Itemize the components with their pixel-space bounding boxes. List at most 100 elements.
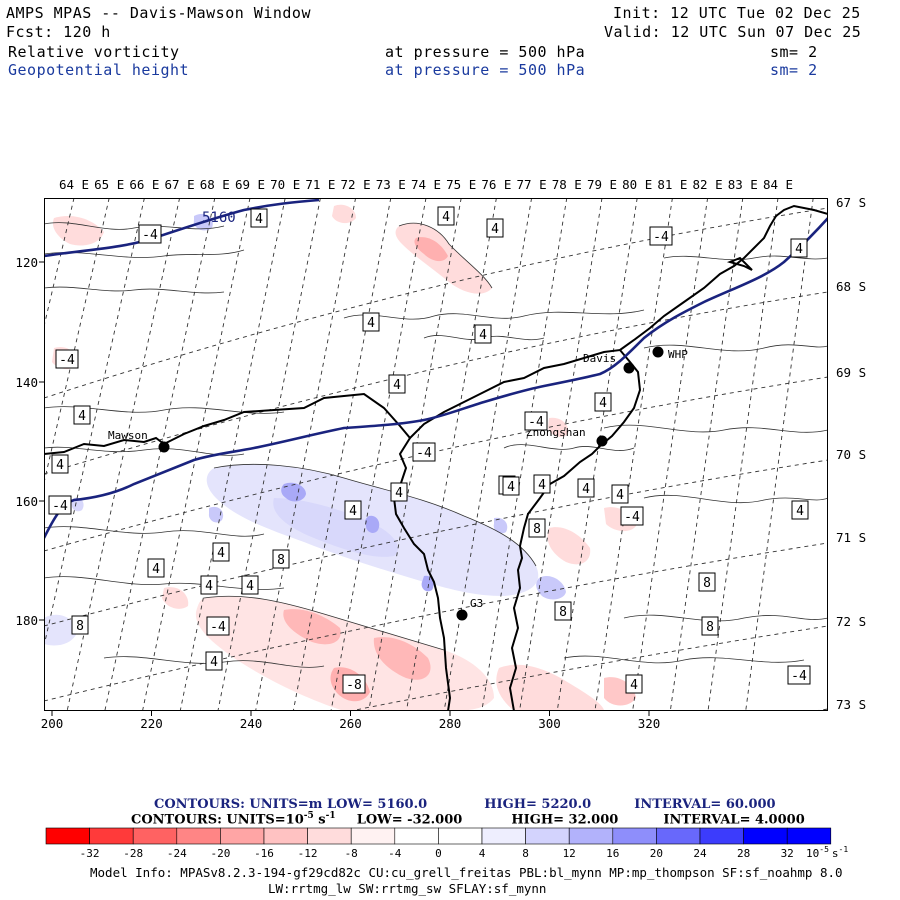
model-info-line1: Model Info: MPASv8.2.3-194-gf29cd82c CU:… bbox=[90, 865, 843, 880]
grid-y-label: 180 bbox=[15, 613, 38, 628]
lon-label: 83 E bbox=[728, 177, 758, 192]
svg-text:4: 4 bbox=[442, 210, 450, 225]
vorticity-contour-label: 4 bbox=[250, 208, 268, 228]
grid-x-label: 260 bbox=[339, 716, 362, 731]
svg-text:4: 4 bbox=[582, 482, 590, 497]
vort-legend-high: HIGH= 32.000 bbox=[511, 812, 619, 828]
vorticity-contour-label: 4 bbox=[241, 575, 259, 595]
vorticity-contour-label: 4 bbox=[577, 478, 595, 498]
vorticity-contour-label: 4 bbox=[200, 575, 218, 595]
meridian-line bbox=[443, 198, 533, 711]
field1-level: at pressure = 500 hPa bbox=[385, 43, 586, 61]
vorticity-contour-label: 4 bbox=[73, 405, 91, 425]
init-time: Init: 12 UTC Tue 02 Dec 25 bbox=[613, 4, 861, 22]
vorticity-contour-label: -4 bbox=[524, 411, 548, 431]
meridian-line bbox=[104, 198, 216, 711]
svg-text:4: 4 bbox=[56, 458, 64, 473]
vorticity-contour-label: -4 bbox=[412, 442, 436, 462]
colorbar-swatch bbox=[656, 827, 701, 845]
station-marker bbox=[623, 362, 635, 374]
vorticity-contour-label: 8 bbox=[272, 549, 290, 569]
parallel-line bbox=[44, 207, 828, 399]
colorbar-tick-label: 32 bbox=[781, 847, 794, 860]
vorticity-contour-label: 4 bbox=[388, 374, 406, 394]
vorticity-positive-shading bbox=[44, 213, 566, 646]
svg-text:-8: -8 bbox=[346, 678, 362, 693]
svg-text:4: 4 bbox=[796, 504, 804, 519]
grid-x-label: 220 bbox=[140, 716, 163, 731]
colorbar-swatch bbox=[786, 827, 832, 845]
colorbar-swatch bbox=[176, 827, 221, 845]
meridian-line bbox=[519, 198, 603, 711]
vorticity-contour-label: -4 bbox=[206, 616, 230, 636]
lon-label: 67 E bbox=[165, 177, 195, 192]
colorbar: -32 -28 -24 -20 -16 -12 -8 -4 0 4 8 12 16 20 24 28 32 10-… bbox=[45, 827, 848, 860]
vort-legend-low: LOW= -32.000 bbox=[356, 812, 463, 828]
height-contours bbox=[44, 198, 828, 539]
station-label: G3 bbox=[470, 597, 483, 610]
height-contour-label: 5160 bbox=[202, 210, 236, 226]
svg-text:8: 8 bbox=[76, 619, 84, 634]
svg-text:-4: -4 bbox=[142, 228, 158, 243]
colorbar-unit-label: 10-5 s-1 bbox=[806, 845, 848, 860]
lon-label: 79 E bbox=[587, 177, 617, 192]
parallel-line bbox=[44, 459, 828, 627]
colorbar-swatch bbox=[89, 827, 134, 845]
lon-label: 68 E bbox=[200, 177, 230, 192]
lon-label: 64 E bbox=[59, 177, 89, 192]
colorbar-swatch bbox=[132, 827, 178, 845]
vort-legend-interval: INTERVAL= 4.0000 bbox=[663, 812, 805, 828]
vorticity-contour-label: 4 bbox=[486, 218, 504, 238]
svg-text:4: 4 bbox=[205, 579, 213, 594]
field1-smoothing: sm= 2 bbox=[770, 43, 818, 61]
svg-text:4: 4 bbox=[367, 316, 375, 331]
svg-text:-4: -4 bbox=[624, 510, 640, 525]
grid-y-label: 140 bbox=[15, 375, 38, 390]
svg-text:-4: -4 bbox=[791, 669, 807, 684]
svg-text:4: 4 bbox=[538, 478, 546, 493]
plot-title: AMPS MPAS -- Davis-Mawson Window bbox=[6, 4, 311, 22]
station-label: Davis bbox=[583, 352, 616, 365]
colorbar-tick-label: 4 bbox=[479, 847, 486, 860]
height-legend-label: CONTOURS: UNITS=m LOW= 5160.0 bbox=[154, 797, 428, 812]
vorticity-contour-label: -4 bbox=[620, 506, 644, 526]
vorticity-contour-label: 8 bbox=[701, 616, 719, 636]
colorbar-tick-label: 0 bbox=[435, 847, 442, 860]
contour-labels: 5160-4444-4444-4444-4444-4888844444-4-44… bbox=[48, 206, 811, 694]
station-marker bbox=[596, 435, 608, 447]
svg-text:4: 4 bbox=[217, 546, 225, 561]
svg-text:-4: -4 bbox=[210, 620, 226, 635]
lon-label: 78 E bbox=[552, 177, 582, 192]
svg-text:4: 4 bbox=[246, 579, 254, 594]
lon-label: 65 E bbox=[94, 177, 124, 192]
colorbar-swatch bbox=[350, 827, 396, 845]
meridian-line bbox=[745, 198, 814, 711]
colorbar-swatch bbox=[525, 827, 570, 845]
colorbar-tick-label: -4 bbox=[388, 847, 402, 860]
svg-text:-4: -4 bbox=[416, 446, 432, 461]
svg-text:-4: -4 bbox=[528, 415, 544, 430]
svg-text:8: 8 bbox=[706, 620, 714, 635]
field2-smoothing: sm= 2 bbox=[770, 61, 818, 79]
vorticity-contour-label: -4 bbox=[55, 349, 79, 369]
vorticity-contour-label: -4 bbox=[787, 665, 811, 685]
grid-x-label: 300 bbox=[538, 716, 561, 731]
meridian-line bbox=[405, 198, 497, 711]
lon-label: 76 E bbox=[481, 177, 511, 192]
colorbar-tick-label: 24 bbox=[693, 847, 707, 860]
vort-legend-unit: s bbox=[313, 812, 326, 828]
svg-text:4: 4 bbox=[393, 378, 401, 393]
lon-label: 66 E bbox=[129, 177, 159, 192]
vort-legend-unit-exp: -1 bbox=[325, 811, 336, 821]
lat-label: 69 S bbox=[836, 365, 866, 380]
colorbar-swatch bbox=[307, 827, 352, 845]
meridian-line bbox=[669, 198, 744, 711]
parallel-line bbox=[44, 291, 828, 475]
vorticity-contour-label: 4 bbox=[147, 558, 165, 578]
parallel-line bbox=[44, 376, 828, 552]
vorticity-contour-label: 4 bbox=[437, 206, 455, 226]
grid-y-label: 160 bbox=[15, 494, 38, 509]
lat-label: 72 S bbox=[836, 614, 866, 629]
colorbar-swatch bbox=[220, 827, 265, 845]
